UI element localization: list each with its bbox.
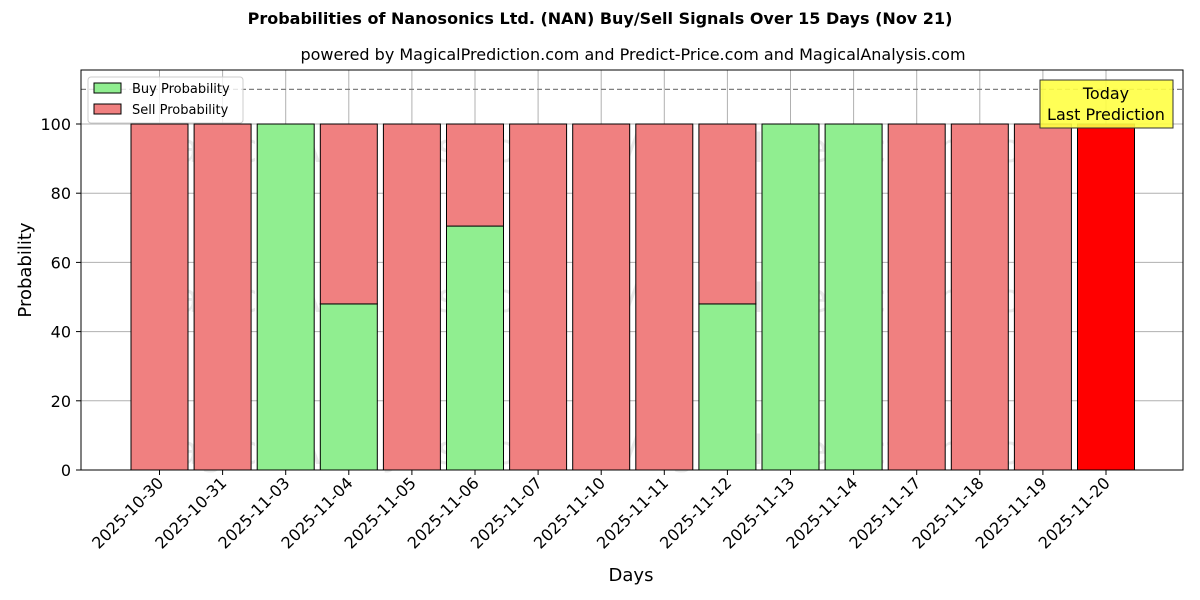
legend-swatch-sell	[93, 103, 122, 115]
bar-group	[887, 123, 946, 471]
bar-buy	[824, 123, 883, 471]
bar-sell	[319, 123, 378, 305]
bar-sell	[698, 123, 757, 305]
bar-sell	[509, 123, 568, 471]
annotation-line-2: Last Prediction	[1047, 105, 1165, 124]
bar-buy	[761, 123, 820, 471]
bar-sell	[193, 123, 252, 471]
annotation-box	[1039, 79, 1174, 129]
bar-group	[950, 123, 1009, 471]
bar-group	[319, 123, 378, 471]
bar-sell-today	[1077, 123, 1135, 471]
bar-group	[1077, 123, 1135, 471]
legend-label-sell: Sell Probability	[132, 103, 229, 118]
bar-sell	[446, 123, 504, 227]
legend: Buy Probability Sell Probability	[87, 76, 244, 124]
y-tick-label: 80	[51, 184, 71, 203]
bar-group	[256, 123, 315, 471]
bar-group	[572, 123, 631, 471]
bar-group	[193, 123, 252, 471]
bar-sell	[1013, 123, 1072, 471]
bar-sell	[130, 123, 189, 471]
y-tick-label: 20	[51, 392, 71, 411]
y-tick-label: 0	[61, 461, 71, 480]
bar-sell	[572, 123, 631, 471]
bar-buy	[446, 225, 504, 471]
bar-group	[446, 123, 504, 471]
legend-item-buy: Buy Probability	[93, 82, 230, 97]
legend-label-buy: Buy Probability	[132, 82, 230, 97]
y-tick-label: 60	[51, 253, 71, 272]
chart-subtitle: powered by MagicalPrediction.com and Pre…	[300, 45, 966, 64]
plot-frame	[80, 69, 1184, 471]
bar-buy	[319, 303, 378, 471]
bar-sell	[635, 123, 694, 471]
y-tick-label: 100	[40, 115, 71, 134]
annotation-line-1: Today	[1082, 84, 1129, 103]
bar-group	[382, 123, 441, 471]
bar-group	[698, 123, 757, 471]
bar-sell	[887, 123, 946, 471]
y-axis-label: Probability	[15, 222, 36, 317]
chart-title: Probabilities of Nanosonics Ltd. (NAN) B…	[247, 9, 953, 28]
y-tick-label: 40	[51, 323, 71, 342]
bars	[130, 123, 1135, 471]
bar-group	[509, 123, 568, 471]
bar-buy	[256, 123, 315, 471]
legend-box	[87, 76, 244, 124]
bar-group	[824, 123, 883, 471]
y-axis: 0 20 40 60 80 100	[40, 115, 81, 480]
x-axis-label: Days	[609, 565, 654, 586]
bar-group	[761, 123, 820, 471]
legend-item-sell: Sell Probability	[93, 103, 229, 118]
bar-group	[1013, 123, 1072, 471]
bar-group	[130, 123, 189, 471]
x-axis: 2025-10-302025-10-312025-11-032025-11-04…	[88, 470, 1114, 553]
bar-sell	[950, 123, 1009, 471]
bar-sell	[382, 123, 441, 471]
today-annotation: Today Last Prediction	[1039, 79, 1174, 129]
legend-swatch-buy	[93, 82, 122, 94]
bar-group	[635, 123, 694, 471]
bar-buy	[698, 303, 757, 471]
